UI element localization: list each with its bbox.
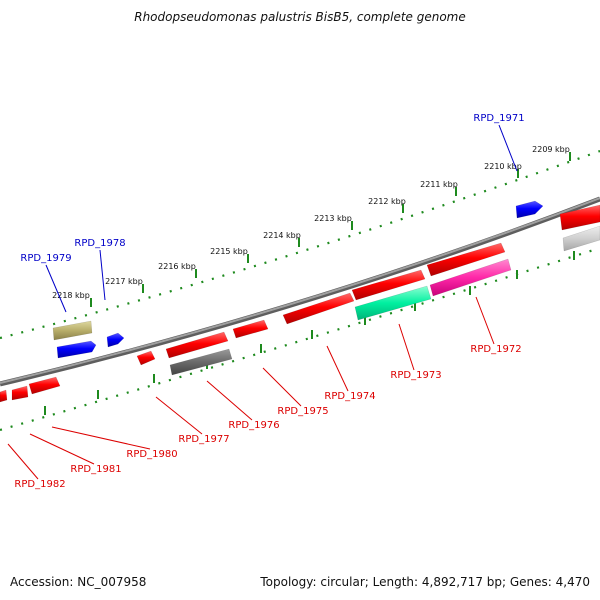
gene-label[interactable]: RPD_1976 [228,420,279,431]
gene-feature[interactable] [282,292,355,325]
gene-feature[interactable] [232,319,269,339]
leader-line [99,249,106,301]
gene-feature[interactable] [559,204,600,231]
leader-line [475,296,495,345]
leader-line [326,345,349,392]
gene-label[interactable]: RPD_1972 [470,344,521,355]
gene-label[interactable]: RPD_1979 [20,253,71,264]
gene-label[interactable]: RPD_1974 [324,391,375,402]
inner-tick-track [0,246,600,432]
tick-label: 2215 kbp [210,247,248,256]
gene-label[interactable]: RPD_1978 [74,238,125,249]
gene-feature[interactable] [56,340,97,359]
major-ticks [44,152,575,415]
chromosome-backbone [0,196,600,387]
gene-feature[interactable] [136,350,156,366]
gene-feature[interactable] [11,385,29,401]
genome-summary-text: Topology: circular; Length: 4,892,717 bp… [260,575,590,589]
page-title: Rhodopseudomonas palustris BisB5, comple… [134,10,466,24]
gene-features [0,200,600,403]
tick-label: 2214 kbp [263,231,301,240]
gene-label[interactable]: RPD_1981 [70,464,121,475]
outer-tick-track [0,149,600,340]
gene-label[interactable]: RPD_1977 [178,434,229,445]
tick-label: 2211 kbp [420,180,458,189]
leader-line [29,433,95,465]
tick-label: 2210 kbp [484,162,522,171]
leader-line [51,426,151,450]
tick-label: 2212 kbp [368,197,406,206]
label-leaders [7,124,518,480]
tick-label: 2213 kbp [314,214,352,223]
gene-feature[interactable] [106,332,125,348]
leader-line [206,380,253,421]
gene-label[interactable]: RPD_1980 [126,449,177,460]
tick-label: 2217 kbp [105,277,143,286]
gene-feature[interactable] [165,331,229,359]
gene-feature[interactable] [28,376,61,395]
gene-feature[interactable] [52,320,93,341]
tick-labels: 2209 kbp 2210 kbp 2211 kbp 2212 kbp 2213 kbp… [52,145,570,300]
tick-label: 2218 kbp [52,291,90,300]
gene-label[interactable]: RPD_1971 [473,113,524,124]
leader-line [498,124,518,172]
gene-feature[interactable] [354,285,432,321]
accession-text: Accession: NC_007958 [10,575,147,589]
gene-label[interactable]: RPD_1975 [277,406,328,417]
leader-line [398,323,415,371]
leader-line [7,443,39,480]
tick-label: 2209 kbp [532,145,570,154]
leader-line [45,264,67,313]
leader-line [262,367,302,407]
gene-feature[interactable] [169,348,233,376]
tick-label: 2216 kbp [158,262,196,271]
leader-line [155,396,203,435]
gene-feature[interactable] [429,258,512,297]
gene-feature[interactable] [0,389,8,403]
gene-feature[interactable] [351,269,426,301]
gene-label[interactable]: RPD_1973 [390,370,441,381]
gene-label[interactable]: RPD_1982 [14,479,65,490]
gene-feature[interactable] [562,225,600,252]
gene-feature[interactable] [515,200,544,219]
gene-feature[interactable] [426,242,506,277]
